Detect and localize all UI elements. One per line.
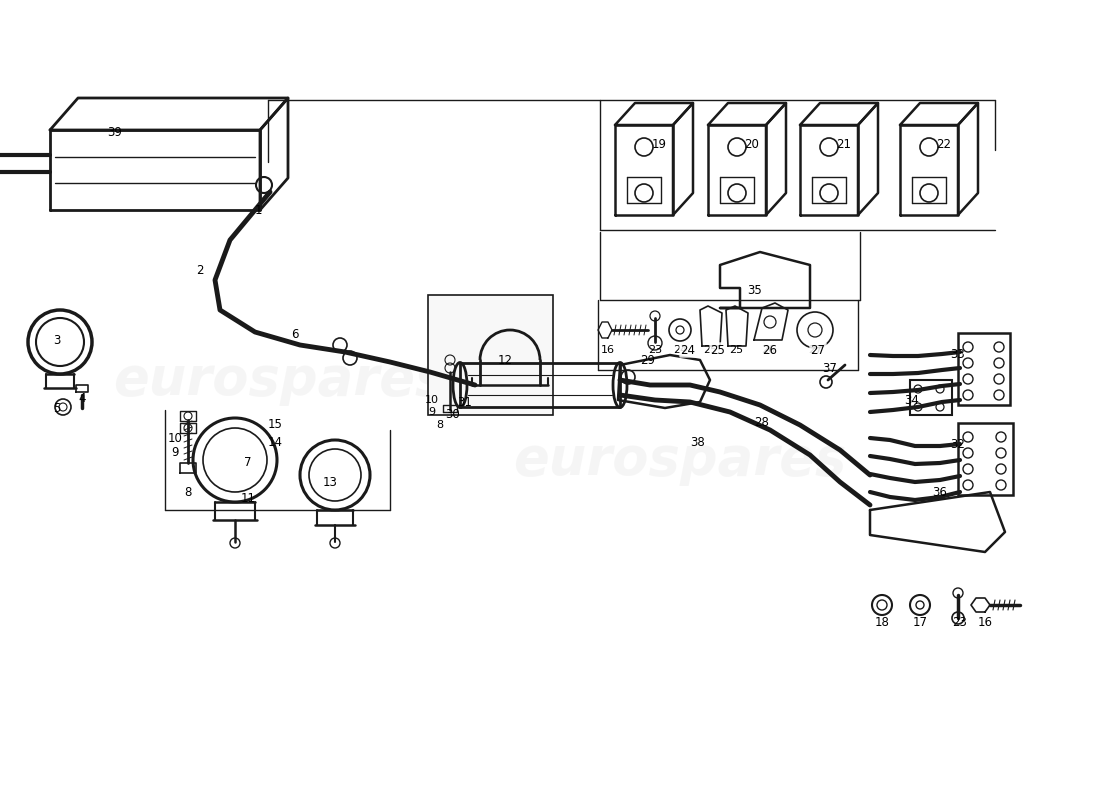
Text: 29: 29	[640, 354, 656, 366]
Text: 23: 23	[648, 345, 662, 355]
Text: 22: 22	[936, 138, 952, 151]
Text: 24: 24	[681, 343, 695, 357]
Text: 14: 14	[267, 435, 283, 449]
Text: 16: 16	[978, 615, 992, 629]
Text: 3: 3	[53, 334, 60, 346]
Text: 32: 32	[950, 438, 966, 451]
Text: 1: 1	[254, 203, 262, 217]
Text: 5: 5	[53, 402, 60, 414]
Text: 12: 12	[497, 354, 513, 366]
Text: 20: 20	[745, 138, 759, 151]
Text: 8: 8	[437, 420, 443, 430]
Bar	[910, 380, 952, 415]
Text: 9: 9	[172, 446, 178, 458]
Text: eurospares: eurospares	[113, 354, 447, 406]
Text: 9: 9	[428, 407, 436, 417]
Bar	[428, 295, 553, 415]
Text: 6: 6	[292, 329, 299, 342]
Text: 31: 31	[458, 395, 472, 409]
Text: 26: 26	[762, 343, 778, 357]
Text: 17: 17	[913, 615, 927, 629]
Text: 27: 27	[807, 345, 822, 355]
Text: 10: 10	[425, 395, 439, 405]
Text: 8: 8	[185, 486, 191, 498]
Text: 10: 10	[167, 431, 183, 445]
Text: 26: 26	[761, 345, 776, 355]
Text: eurospares: eurospares	[514, 434, 847, 486]
Text: 33: 33	[950, 349, 966, 362]
Text: 34: 34	[904, 394, 920, 406]
Text: 2: 2	[196, 263, 204, 277]
Text: 4: 4	[78, 391, 86, 405]
Text: 35: 35	[748, 283, 762, 297]
Bar	[958, 333, 1010, 405]
Text: 27: 27	[811, 343, 825, 357]
Text: 36: 36	[933, 486, 947, 498]
Text: 21: 21	[836, 138, 851, 151]
Text: 37: 37	[823, 362, 837, 374]
Text: 30: 30	[446, 409, 461, 422]
Text: 39: 39	[108, 126, 122, 138]
Text: 15: 15	[267, 418, 283, 431]
Text: 25: 25	[729, 345, 744, 355]
Text: 19: 19	[651, 138, 667, 151]
Text: 7: 7	[244, 457, 252, 470]
Text: 28: 28	[755, 415, 769, 429]
Text: 23: 23	[953, 615, 967, 629]
Text: 38: 38	[691, 435, 705, 449]
Text: 11: 11	[241, 491, 255, 505]
Text: 25: 25	[703, 345, 717, 355]
Text: 16: 16	[601, 345, 615, 355]
Bar	[958, 423, 1013, 495]
Text: 18: 18	[874, 615, 890, 629]
Text: 25: 25	[711, 343, 725, 357]
Text: 13: 13	[322, 475, 338, 489]
Text: 24: 24	[673, 345, 688, 355]
